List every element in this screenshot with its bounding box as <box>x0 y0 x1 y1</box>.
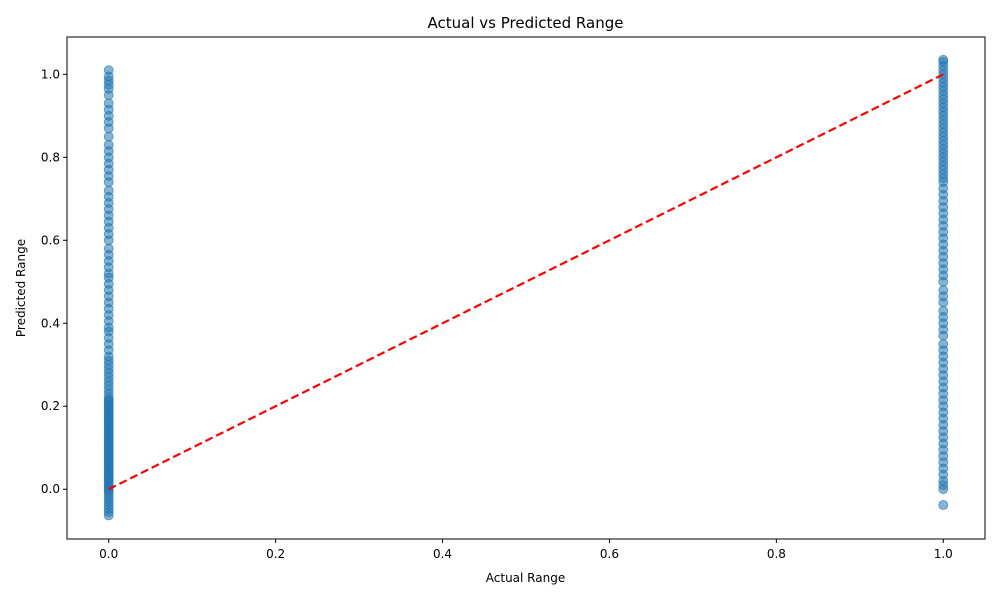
data-point <box>103 243 114 254</box>
data-point <box>938 500 949 510</box>
chart-title: Actual vs Predicted Range <box>428 14 624 32</box>
data-point <box>103 185 114 196</box>
y-ticks: 0.0 0.2 0.4 0.6 0.8 1.0 <box>41 67 67 496</box>
data-point <box>103 98 114 109</box>
x-tick-label: 0.6 <box>600 547 619 561</box>
y-tick-label: 0.4 <box>41 316 60 330</box>
reference-line <box>108 73 944 491</box>
plot-frame <box>66 36 986 540</box>
x-ticks: 0.0 0.2 0.4 0.6 0.8 1.0 <box>99 539 953 561</box>
x-tick-label: 0.0 <box>99 547 118 561</box>
data-point <box>938 305 949 316</box>
y-tick-label: 0.0 <box>41 482 60 496</box>
x-tick-label: 1.0 <box>934 547 953 561</box>
y-tick-label: 0.6 <box>41 233 60 247</box>
x-tick-label: 0.2 <box>266 547 285 561</box>
x-tick-label: 0.8 <box>767 547 786 561</box>
y-axis-label: Predicted Range <box>14 239 28 337</box>
data-point <box>938 339 949 349</box>
y-tick-label: 0.8 <box>41 150 60 164</box>
data-point <box>103 139 114 150</box>
data-point <box>103 131 114 142</box>
data-point <box>938 54 949 65</box>
x-tick-label: 0.4 <box>433 547 452 561</box>
data-points <box>103 54 949 521</box>
y-tick-label: 0.2 <box>41 399 60 413</box>
y-tick-label: 1.0 <box>41 67 60 81</box>
data-point <box>938 285 949 295</box>
x-axis-label: Actual Range <box>486 571 565 585</box>
data-point <box>103 65 114 76</box>
